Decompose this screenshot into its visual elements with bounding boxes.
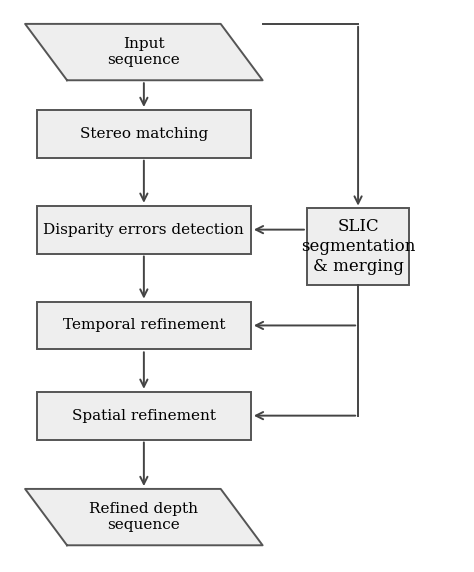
Polygon shape — [25, 489, 263, 545]
Bar — [37, 301, 251, 349]
Bar — [307, 209, 409, 285]
Polygon shape — [25, 24, 263, 80]
Text: Spatial refinement: Spatial refinement — [72, 408, 216, 423]
Text: Temporal refinement: Temporal refinement — [63, 319, 225, 332]
Text: Disparity errors detection: Disparity errors detection — [44, 223, 244, 237]
Text: SLIC
segmentation
& merging: SLIC segmentation & merging — [301, 219, 415, 275]
Text: Stereo matching: Stereo matching — [80, 127, 208, 141]
Text: Refined depth
sequence: Refined depth sequence — [90, 502, 198, 532]
Bar — [37, 110, 251, 158]
Bar — [37, 392, 251, 440]
Bar — [37, 206, 251, 253]
Text: Input
sequence: Input sequence — [108, 37, 180, 67]
